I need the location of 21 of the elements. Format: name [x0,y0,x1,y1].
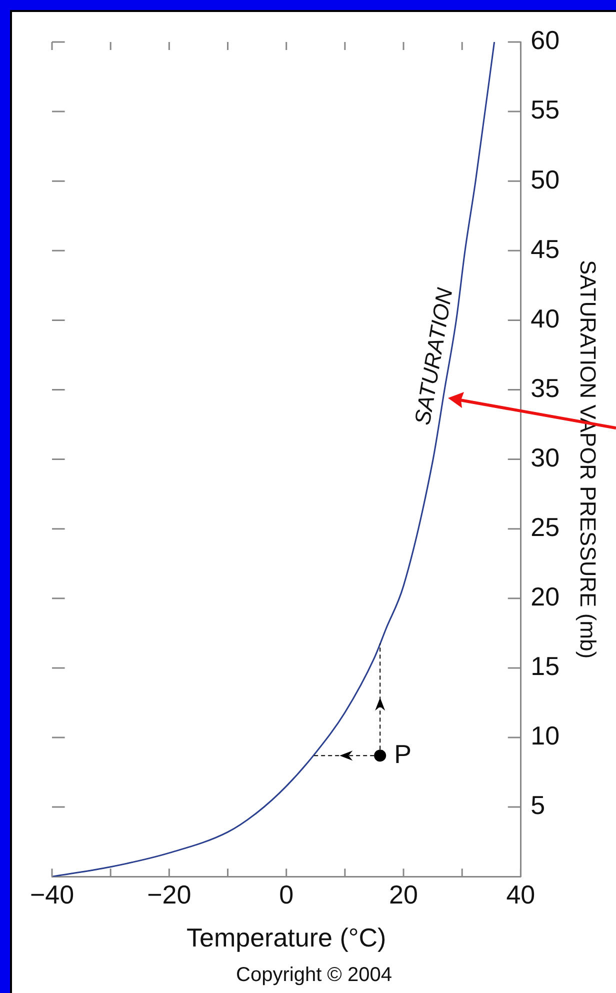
annotation: P [394,738,412,769]
y-tick-label: 45 [530,234,560,264]
y-tick-label: 35 [530,372,560,403]
annotation: SATURATION [410,286,458,427]
x-tick-label: 40 [506,879,536,910]
x-tick-label: −20 [147,879,192,910]
y-tick-label: 5 [530,790,546,820]
x-tick-label: −40 [30,879,74,910]
y-tick-label: 25 [530,512,560,542]
y-tick-label: 10 [530,720,560,751]
y-tick-label: 40 [530,303,560,334]
text: Copyright © 2004 [236,964,392,986]
y-tick-label: 15 [530,651,560,682]
y-tick-label: 20 [530,582,560,612]
y-tick-label: 30 [530,442,560,472]
x-tick-label: 20 [389,879,418,910]
y-tick-label: 55 [530,94,560,125]
x-axis-title: Temperature (°C) [186,922,386,953]
y-tick-label: 60 [530,25,560,56]
y-tick-label: 50 [530,164,560,194]
x-tick-label: 0 [279,879,294,910]
